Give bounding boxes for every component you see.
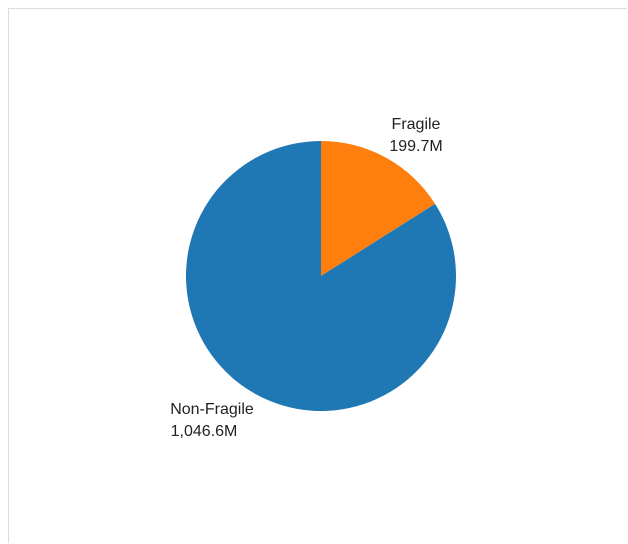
pie-slice-fragile	[321, 141, 436, 276]
slice-label-fragile-name: Fragile	[392, 116, 441, 133]
pie-slices	[185, 141, 457, 412]
chart-frame	[8, 8, 627, 543]
pie-slice-non-fragile	[185, 141, 457, 412]
slice-label-non-fragile-value: 1,046.6M	[171, 423, 238, 440]
slice-label-non-fragile-name: Non-Fragile	[170, 401, 254, 418]
slice-label-fragile-value: 199.7M	[389, 138, 442, 155]
